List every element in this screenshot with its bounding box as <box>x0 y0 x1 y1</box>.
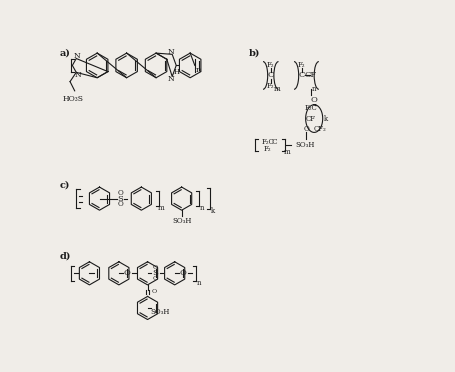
Text: F₂C: F₂C <box>305 104 318 112</box>
Text: n: n <box>197 279 201 286</box>
Text: CF₂: CF₂ <box>314 125 327 133</box>
Text: N: N <box>168 48 175 56</box>
Text: SO₃H: SO₃H <box>295 141 314 149</box>
Text: c): c) <box>60 181 71 190</box>
Text: SO₃H: SO₃H <box>172 217 192 225</box>
Text: n: n <box>312 85 316 93</box>
Text: N: N <box>167 75 174 83</box>
Text: N: N <box>75 71 81 78</box>
Text: m: m <box>273 85 280 93</box>
Text: CF: CF <box>306 115 316 122</box>
Text: O: O <box>117 189 123 197</box>
Text: S: S <box>117 195 123 203</box>
Text: O: O <box>151 289 157 294</box>
Text: O: O <box>117 200 123 208</box>
Text: d): d) <box>60 252 71 261</box>
Text: O: O <box>311 96 318 104</box>
Text: C: C <box>270 138 278 146</box>
Text: b): b) <box>248 48 260 58</box>
Text: N: N <box>74 52 81 60</box>
Text: O: O <box>124 269 131 278</box>
Text: n: n <box>196 66 202 74</box>
Text: H: H <box>174 68 180 76</box>
Text: O: O <box>180 269 187 278</box>
Text: C: C <box>268 71 274 80</box>
Text: k: k <box>324 115 328 122</box>
Text: F₂: F₂ <box>267 61 274 69</box>
Text: C: C <box>298 71 305 80</box>
Text: a): a) <box>60 48 71 58</box>
Text: O: O <box>153 276 158 281</box>
Text: CF: CF <box>305 71 317 80</box>
Text: F₂C: F₂C <box>261 138 274 146</box>
Text: SO₃H: SO₃H <box>150 308 170 316</box>
Text: m: m <box>283 148 290 157</box>
Text: n: n <box>200 204 204 212</box>
Text: m: m <box>158 204 165 212</box>
Text: k: k <box>211 207 215 215</box>
Text: O: O <box>303 125 309 133</box>
Text: F₂: F₂ <box>267 82 274 90</box>
Text: O: O <box>153 266 158 270</box>
Text: HO₃S: HO₃S <box>63 94 84 103</box>
Text: S: S <box>152 269 158 278</box>
Text: F₂: F₂ <box>264 145 272 153</box>
Text: F₂: F₂ <box>298 61 305 69</box>
